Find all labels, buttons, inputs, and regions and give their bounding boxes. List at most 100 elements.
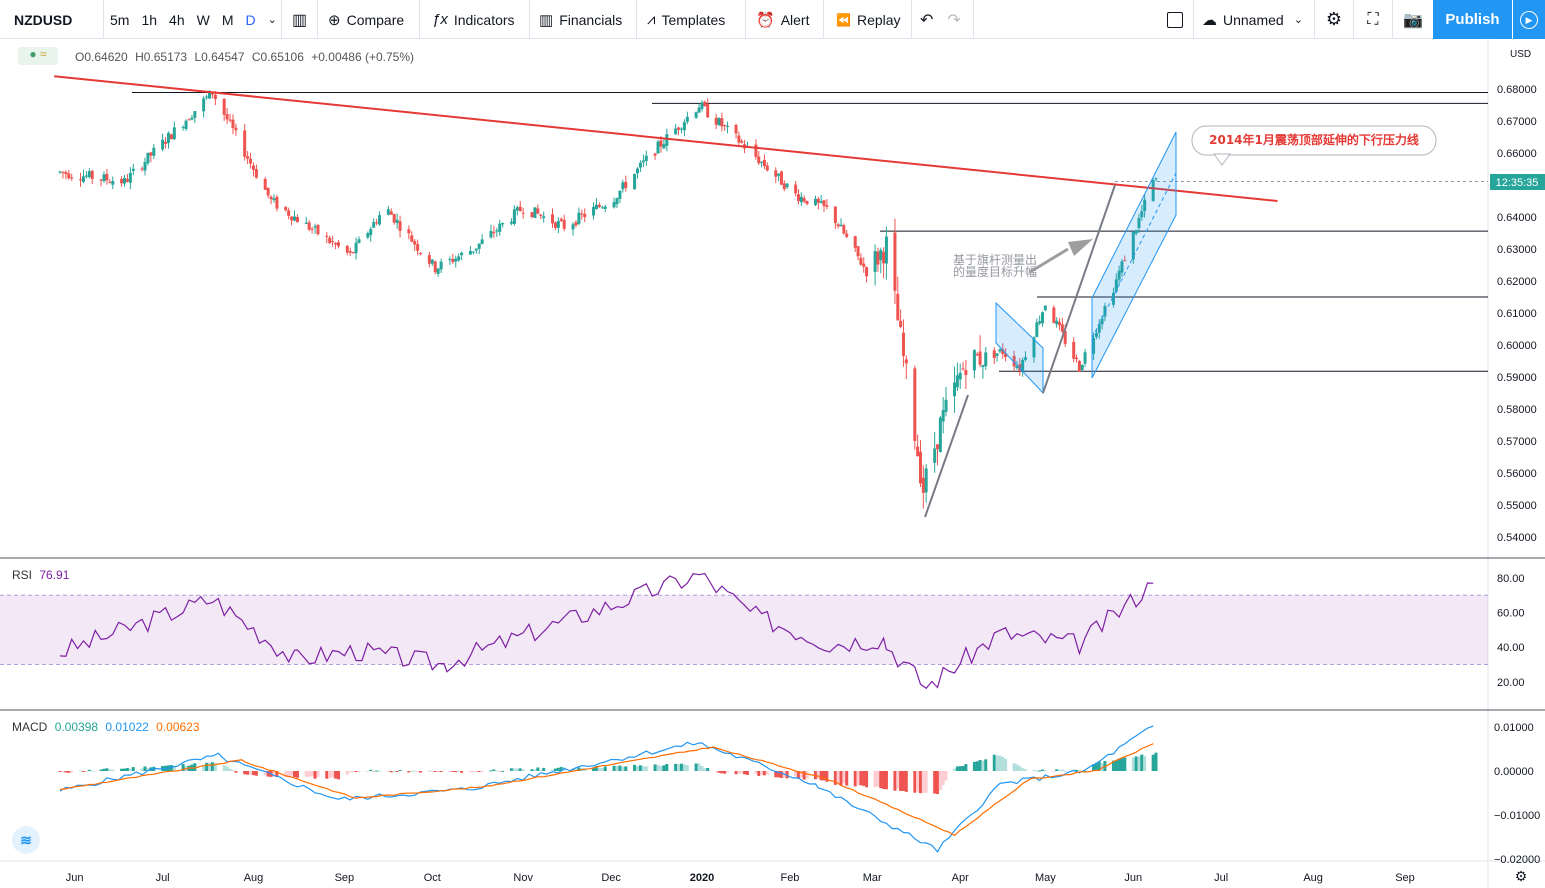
layout-menu[interactable]: ☁ Unnamed ⌄ xyxy=(1194,0,1315,39)
interval-m[interactable]: M xyxy=(221,11,234,28)
candle-body xyxy=(553,222,557,228)
macd-histogram-bar xyxy=(1097,761,1101,771)
interval-selector[interactable]: 5m 1h 4h W M D ⌄ xyxy=(104,0,282,39)
candle-body xyxy=(389,211,393,215)
macd-histogram-bar xyxy=(1077,769,1081,771)
candle-body xyxy=(392,214,396,223)
settings-button[interactable]: ⚙ xyxy=(1315,0,1354,39)
candle-body xyxy=(81,176,85,182)
macd-signal-value: 0.00623 xyxy=(156,720,200,734)
candle-body xyxy=(120,178,124,184)
rsi-legend[interactable]: RSI 76.91 xyxy=(12,568,69,582)
candle-body xyxy=(961,368,965,370)
candle-body xyxy=(515,207,519,211)
candles-icon: ▥ xyxy=(291,11,308,29)
macd-legend[interactable]: MACD 0.00398 0.01022 0.00623 xyxy=(12,720,200,734)
candle-body xyxy=(369,229,373,236)
compare-button[interactable]: ⊕ Compare xyxy=(318,0,420,39)
candle-body xyxy=(737,135,741,143)
series-visibility-toggle[interactable]: ● ≈ xyxy=(18,47,58,65)
price-tick-label: 0.54000 xyxy=(1497,532,1537,544)
macd-histogram-bar xyxy=(328,771,332,779)
chart-type-button[interactable]: ▥ xyxy=(282,0,318,39)
indicators-button[interactable]: ƒx Indicators xyxy=(420,0,530,39)
publish-button[interactable]: Publish xyxy=(1433,0,1512,39)
macd-histogram-bar xyxy=(67,771,71,773)
candle-body xyxy=(249,158,253,164)
time-tick-label: Sep xyxy=(1395,872,1415,884)
candle-body xyxy=(111,181,115,185)
expand-button[interactable]: ⛶ xyxy=(1354,0,1393,39)
candle-body xyxy=(904,359,908,364)
macd-histogram-bar xyxy=(290,771,294,776)
publish-video-button[interactable]: ▶ xyxy=(1513,0,1545,39)
macd-histogram-bar xyxy=(1035,770,1039,772)
candle-body xyxy=(765,165,769,171)
redo-icon[interactable]: ↷ xyxy=(947,11,961,29)
tradingview-logo[interactable]: ≋ xyxy=(12,826,40,854)
candle-body xyxy=(331,241,335,243)
macd-histogram-bar xyxy=(234,771,238,773)
candle-body xyxy=(559,218,563,221)
replay-button[interactable]: ⏪ Replay xyxy=(824,0,912,39)
rsi-value: 76.91 xyxy=(39,568,70,582)
macd-histogram-bar xyxy=(1137,756,1141,771)
top-toolbar: NZDUSD 5m 1h 4h W M D ⌄ ▥ ⊕ Compare ƒx I… xyxy=(0,0,1545,39)
candle-body xyxy=(480,239,484,244)
square-icon xyxy=(1166,11,1183,28)
interval-d[interactable]: D xyxy=(245,11,256,28)
macd-histogram-bar xyxy=(644,766,648,771)
candle-body xyxy=(884,236,888,264)
interval-1h[interactable]: 1h xyxy=(141,11,158,28)
alert-button[interactable]: ⏰ Alert xyxy=(746,0,824,39)
undo-icon[interactable]: ↶ xyxy=(920,11,934,29)
macd-histogram-bar xyxy=(407,771,411,773)
candle-body xyxy=(577,212,581,224)
candle-body xyxy=(839,224,843,227)
interval-4h[interactable]: 4h xyxy=(169,11,185,28)
candle-body xyxy=(659,140,663,147)
candle-body xyxy=(251,165,255,170)
candle-body xyxy=(61,171,65,173)
candle-body xyxy=(641,160,645,163)
candle-body xyxy=(984,352,988,367)
candle-body xyxy=(615,198,619,205)
macd-histogram-bar xyxy=(1114,760,1118,771)
macd-histogram-bar xyxy=(375,770,379,772)
expand-icon: ⛶ xyxy=(1367,10,1379,28)
financials-button[interactable]: ▥ Financials xyxy=(530,0,637,39)
candle-body xyxy=(243,130,247,157)
macd-histogram-bar xyxy=(1021,768,1025,771)
fullscreen-toggle[interactable] xyxy=(1156,0,1194,39)
macd-histogram-bar xyxy=(754,771,758,774)
chart-canvas[interactable]: 0.680000.670000.660000.650000.640000.630… xyxy=(0,39,1545,888)
candle-body xyxy=(964,370,968,376)
time-tick-label: 2020 xyxy=(690,872,714,884)
symbol-search[interactable]: NZDUSD xyxy=(0,0,104,39)
macd-histogram-bar xyxy=(392,770,396,772)
candle-body xyxy=(293,216,297,221)
candle-body xyxy=(992,350,996,359)
candle-body xyxy=(636,168,640,174)
interval-w[interactable]: W xyxy=(196,11,210,28)
chevron-down-icon[interactable]: ⌄ xyxy=(267,14,277,26)
templates-button[interactable]: ⩘ Templates xyxy=(637,0,746,39)
macd-histogram-bar xyxy=(208,762,212,771)
candle-body xyxy=(1052,307,1056,323)
time-tick-label: Mar xyxy=(863,872,882,884)
candle-body xyxy=(794,184,798,194)
time-tick-label: Sep xyxy=(335,872,355,884)
macd-histogram-bar xyxy=(995,755,999,771)
candle-body xyxy=(275,196,279,209)
callout-text: 2014年1月震荡顶部延伸的下行压力线 xyxy=(1209,132,1419,147)
candle-body xyxy=(777,173,781,176)
candle-body xyxy=(334,242,338,245)
flagpole-line xyxy=(924,394,969,518)
macd-histogram-bar xyxy=(714,771,718,772)
candle-body xyxy=(674,128,678,135)
interval-5m[interactable]: 5m xyxy=(110,11,130,28)
candle-body xyxy=(284,206,288,211)
macd-histogram-bar xyxy=(1123,757,1127,771)
snapshot-button[interactable]: 📷 xyxy=(1393,0,1433,39)
macd-histogram-bar xyxy=(272,771,276,777)
